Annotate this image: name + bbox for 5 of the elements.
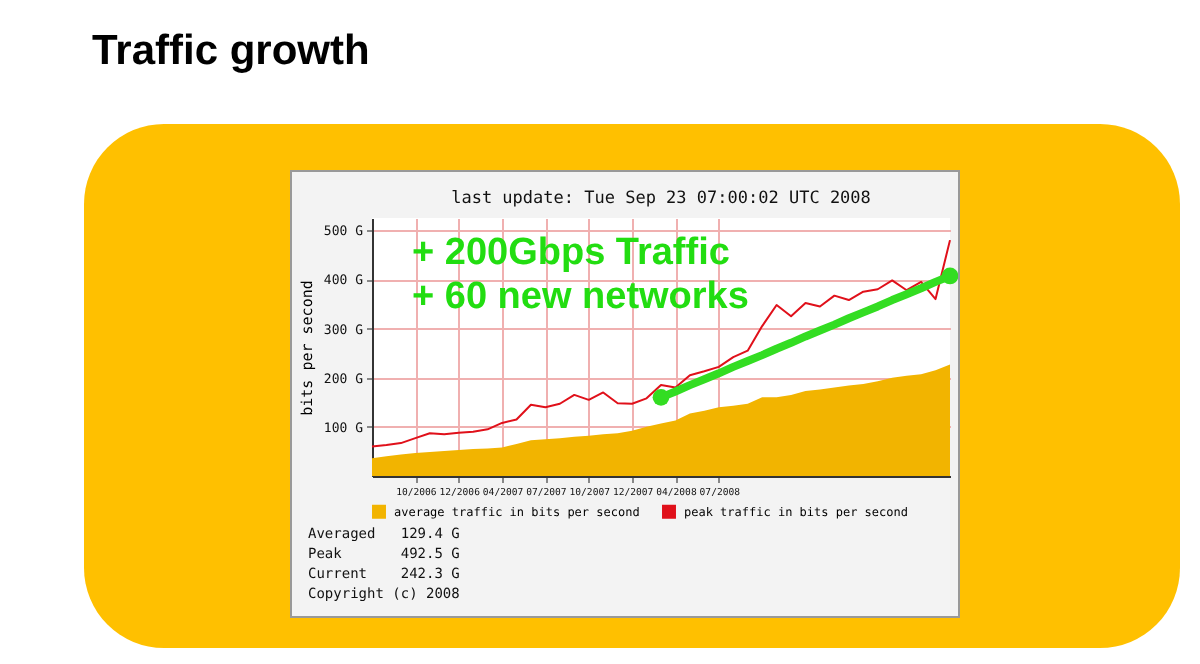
chart-subtitle: last update: Tue Sep 23 07:00:02 UTC 2008 <box>451 189 871 209</box>
annotation: + 60 new networks <box>412 276 749 320</box>
annotation: + 200Gbps Traffic <box>412 232 730 276</box>
chart-title: Traffic growth <box>92 28 370 76</box>
line-series <box>371 239 951 448</box>
